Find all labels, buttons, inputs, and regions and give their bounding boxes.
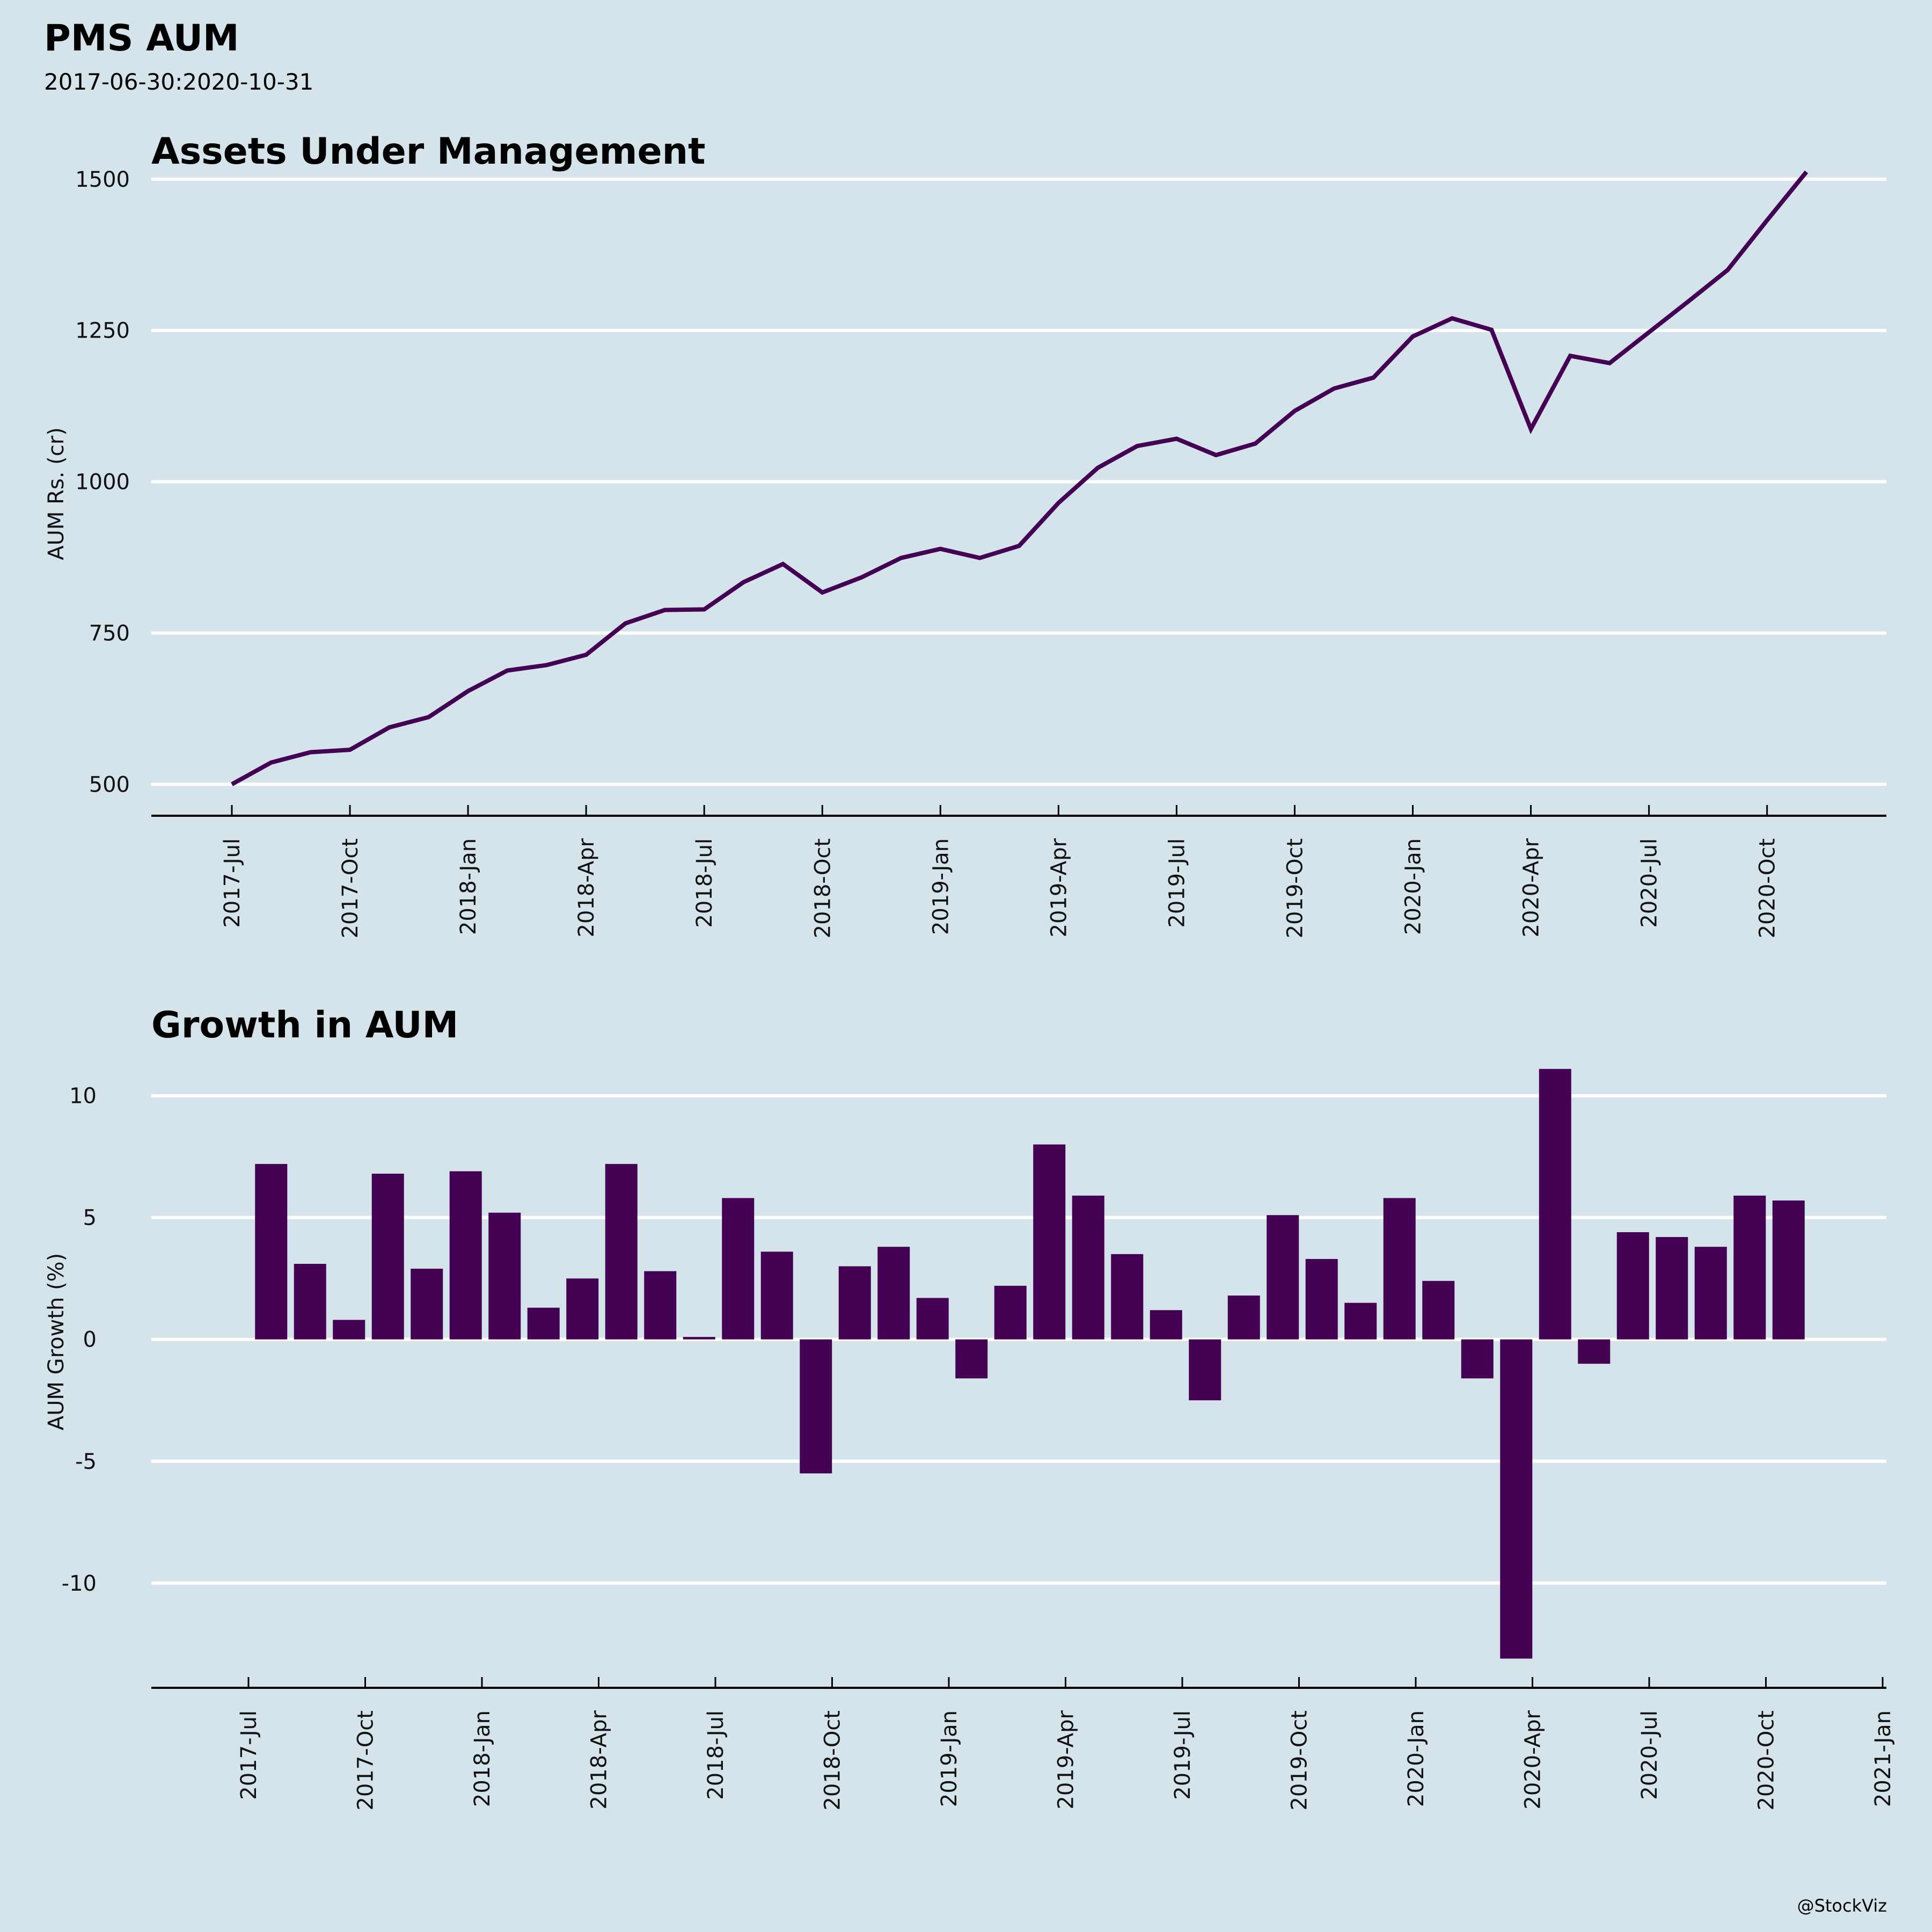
growth-bar — [1267, 1215, 1299, 1340]
growth-bar — [1500, 1339, 1533, 1659]
growth-x-tick-label: 2017-Jul — [237, 1710, 261, 1800]
growth-y-tick-label: 5 — [83, 1206, 97, 1231]
growth-bar — [294, 1264, 326, 1340]
growth-x-tick-label: 2020-Jan — [1404, 1710, 1429, 1807]
aum-x-ticks: 2017-Jul 2017-Oct 2018-Jan 2018-Apr 2018-Jul… — [220, 805, 1780, 939]
growth-bar — [488, 1212, 521, 1340]
aum-x-tick-label: 2019-Oct — [1283, 838, 1307, 939]
growth-bar — [760, 1252, 793, 1340]
aum-x-tick-label: 2019-Jan — [928, 838, 953, 935]
growth-bars — [255, 1069, 1805, 1659]
growth-bar — [1305, 1258, 1338, 1340]
aum-y-axis-label: AUM Rs. (cr) — [44, 427, 69, 560]
growth-bar — [1072, 1195, 1104, 1340]
aum-y-tick-labels: 500 750 1000 1250 1500 — [75, 167, 130, 797]
growth-bar — [1461, 1339, 1494, 1379]
aum-line — [231, 170, 1809, 786]
growth-bar — [644, 1271, 677, 1340]
growth-bar — [994, 1285, 1027, 1340]
growth-x-tick-label: 2018-Jan — [470, 1710, 495, 1807]
page-title: PMS AUM — [44, 17, 239, 60]
growth-bar — [1150, 1310, 1182, 1340]
growth-y-tick-labels: -10 -5 0 5 10 — [62, 1084, 97, 1596]
growth-bar — [1344, 1302, 1377, 1340]
aum-chart-title: Assets Under Management — [151, 130, 706, 173]
growth-bar — [1539, 1069, 1571, 1340]
aum-x-tick-label: 2020-Jan — [1401, 838, 1426, 935]
growth-bar — [1578, 1339, 1611, 1364]
growth-bar — [449, 1171, 482, 1340]
growth-bar-chart: Growth in AUM -10 -5 0 5 10 AUM Growth (%) 2… — [44, 1004, 1896, 1811]
growth-x-tick-label: 2017-Oct — [354, 1710, 378, 1811]
growth-x-tick-label: 2019-Jan — [937, 1710, 962, 1807]
date-range-subtitle: 2017-06-30:2020-10-31 — [44, 69, 314, 95]
growth-bar — [333, 1320, 365, 1340]
growth-bar — [527, 1307, 560, 1340]
growth-y-tick-label: -10 — [62, 1571, 97, 1596]
growth-bar — [1694, 1247, 1727, 1340]
growth-y-tick-label: 0 — [83, 1328, 97, 1352]
aum-x-tick-label: 2020-Jul — [1637, 838, 1662, 928]
growth-bar — [683, 1337, 715, 1340]
aum-x-tick-label: 2019-Apr — [1046, 838, 1071, 937]
growth-bar — [1189, 1339, 1221, 1401]
source-credit: @StockViz — [1797, 1896, 1887, 1916]
aum-y-tick-label: 1000 — [75, 470, 130, 495]
aum-x-tick-label: 2018-Oct — [810, 838, 835, 939]
growth-y-tick-label: 10 — [69, 1084, 97, 1109]
growth-y-tick-label: -5 — [75, 1450, 97, 1474]
aum-line-chart: Assets Under Management 500 750 1000 1250 15… — [44, 130, 1886, 939]
growth-x-tick-label: 2020-Jul — [1637, 1710, 1662, 1800]
growth-bar — [1227, 1296, 1260, 1340]
growth-bar — [916, 1298, 949, 1340]
aum-series — [231, 170, 1809, 786]
growth-bar — [838, 1266, 871, 1340]
growth-bar — [371, 1174, 404, 1340]
growth-x-tick-label: 2018-Jul — [704, 1710, 728, 1800]
growth-bar — [411, 1269, 443, 1340]
aum-gridlines — [151, 177, 1886, 786]
growth-bar — [1656, 1237, 1688, 1340]
growth-x-tick-label: 2019-Apr — [1054, 1710, 1079, 1809]
aum-x-tick-label: 2018-Jan — [456, 838, 481, 935]
aum-y-tick-label: 1500 — [75, 167, 130, 192]
growth-bar — [877, 1247, 910, 1340]
aum-x-tick-label: 2017-Oct — [338, 838, 363, 939]
growth-bar — [1616, 1232, 1649, 1340]
growth-x-tick-label: 2021-Jan — [1871, 1710, 1896, 1807]
aum-y-tick-label: 1250 — [75, 319, 130, 343]
growth-bar — [566, 1278, 599, 1340]
growth-bar — [1033, 1144, 1066, 1340]
growth-bar — [955, 1339, 988, 1379]
aum-x-tick-label: 2018-Jul — [692, 838, 717, 928]
growth-chart-title: Growth in AUM — [151, 1004, 458, 1046]
growth-x-tick-label: 2019-Oct — [1287, 1710, 1312, 1811]
growth-x-tick-label: 2018-Apr — [587, 1710, 612, 1809]
growth-bar — [800, 1339, 832, 1474]
aum-x-tick-label: 2020-Apr — [1519, 838, 1544, 937]
growth-bar — [1422, 1280, 1455, 1340]
growth-bar — [1733, 1195, 1766, 1340]
growth-bar — [1772, 1200, 1805, 1340]
growth-bar — [255, 1163, 288, 1340]
growth-x-tick-label: 2020-Oct — [1754, 1710, 1779, 1811]
growth-y-axis-label: AUM Growth (%) — [44, 1253, 69, 1431]
growth-x-ticks: 2017-Jul 2017-Oct 2018-Jan 2018-Apr 2018-Jul… — [237, 1677, 1896, 1811]
aum-x-tick-label: 2018-Apr — [574, 838, 599, 937]
aum-x-tick-label: 2017-Jul — [220, 838, 245, 928]
aum-x-tick-label: 2020-Oct — [1755, 838, 1780, 939]
growth-bar — [1383, 1198, 1416, 1340]
growth-bar — [1111, 1254, 1144, 1340]
growth-bar — [605, 1163, 638, 1340]
growth-bar — [722, 1198, 755, 1340]
growth-x-tick-label: 2019-Jul — [1170, 1710, 1195, 1800]
aum-y-tick-label: 500 — [89, 772, 130, 797]
growth-x-tick-label: 2018-Oct — [821, 1710, 845, 1811]
growth-x-tick-label: 2020-Apr — [1521, 1710, 1546, 1809]
aum-x-tick-label: 2019-Jul — [1165, 838, 1189, 928]
aum-y-tick-label: 750 — [89, 621, 130, 646]
